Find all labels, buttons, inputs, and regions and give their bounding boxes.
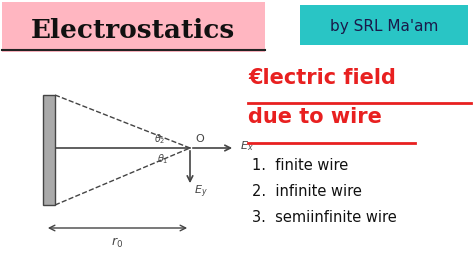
Text: Electrostatics: Electrostatics (31, 18, 235, 43)
Text: $\theta_2$: $\theta_2$ (154, 132, 166, 146)
Text: by SRL Ma'am: by SRL Ma'am (330, 19, 438, 35)
Text: 3.  semiinfinite wire: 3. semiinfinite wire (252, 210, 397, 225)
Text: $r_0$: $r_0$ (111, 236, 124, 250)
Text: €lectric field: €lectric field (248, 68, 396, 88)
Text: $\theta_1$: $\theta_1$ (157, 152, 169, 166)
Text: $E_y$: $E_y$ (194, 184, 208, 200)
Bar (300, 5, 468, 45)
Bar (43, 95, 55, 205)
Text: 2.  infinite wire: 2. infinite wire (252, 184, 362, 199)
Bar (2, 2, 265, 52)
Text: O: O (195, 134, 204, 144)
Text: $E_x$: $E_x$ (240, 139, 254, 153)
Text: 1.  finite wire: 1. finite wire (252, 158, 348, 173)
Text: due to wire: due to wire (248, 107, 382, 127)
